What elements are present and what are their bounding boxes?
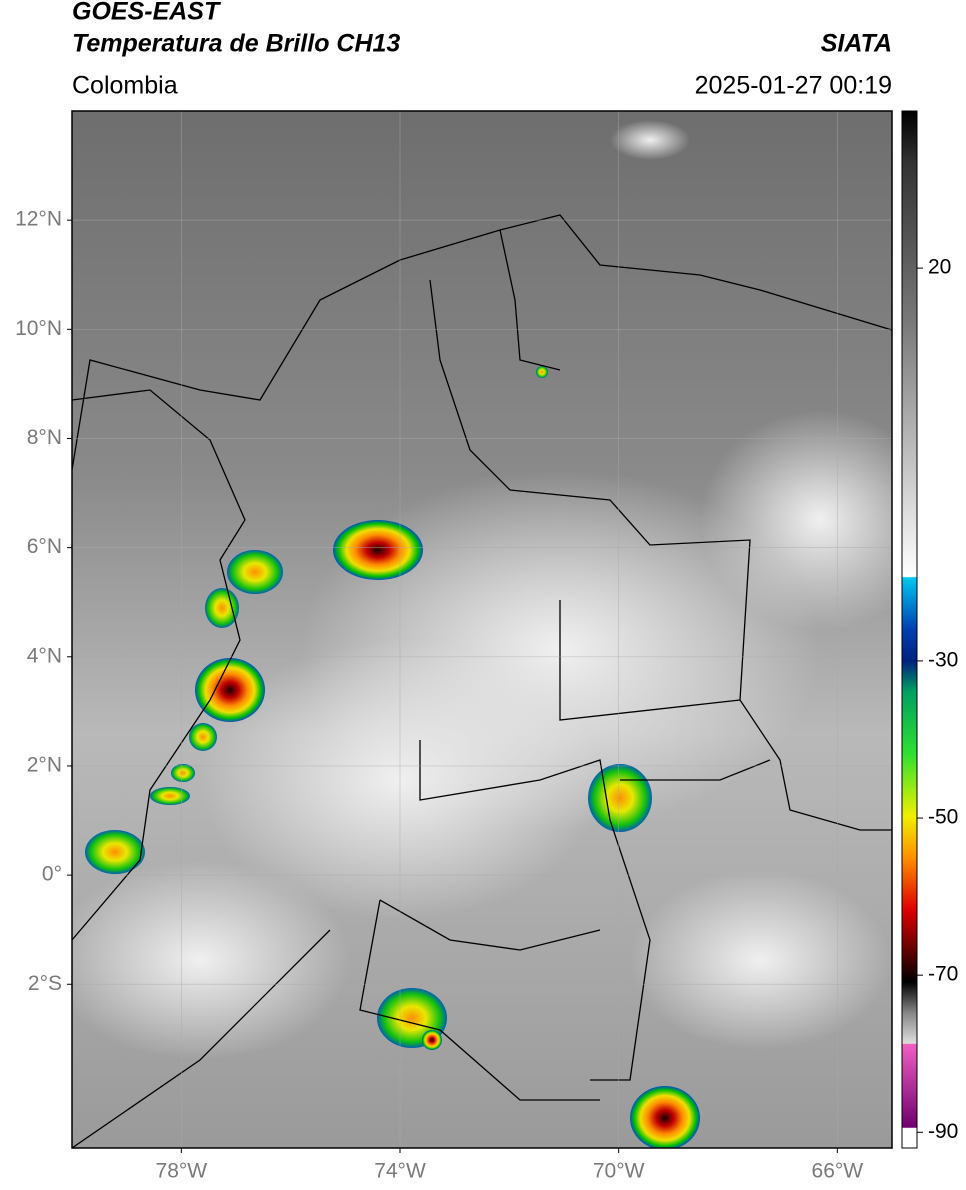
product-title: Temperatura de Brillo CH13 <box>72 30 400 58</box>
storm <box>536 366 548 378</box>
lat-label: 8°N <box>27 426 62 449</box>
lat-label: 0° <box>42 863 62 886</box>
storm <box>189 723 217 751</box>
lat-label: 12°N <box>15 208 62 231</box>
satellite-title: GOES-EAST <box>72 0 222 26</box>
lon-label: 74°W <box>374 1160 426 1183</box>
lat-label: 10°N <box>15 317 62 340</box>
map-frame <box>71 110 893 1149</box>
source-title: SIATA <box>821 30 892 58</box>
storm <box>588 764 652 832</box>
storm <box>227 550 283 594</box>
storm <box>171 764 195 782</box>
storm <box>150 787 190 805</box>
storm <box>195 658 265 722</box>
lat-label: 2°N <box>27 753 62 776</box>
storm <box>422 1030 442 1050</box>
storm <box>205 588 239 628</box>
storm <box>333 520 423 580</box>
lon-label: 78°W <box>156 1160 208 1183</box>
cloud <box>610 120 690 160</box>
lon-label: 70°W <box>593 1160 645 1183</box>
colorbar-label: 20 <box>928 256 951 279</box>
cloud <box>630 870 890 1050</box>
storm <box>85 830 145 874</box>
satellite-image <box>72 111 892 1148</box>
graticule <box>72 111 892 1148</box>
storm <box>630 1086 700 1148</box>
colorbar <box>901 110 918 1149</box>
lat-label: 2°S <box>28 972 62 995</box>
colorbar-label: -90 <box>928 1120 958 1143</box>
cloud <box>72 860 350 1060</box>
borders <box>72 214 892 1148</box>
colorbar-label: -50 <box>928 806 958 829</box>
colorbar-label: -70 <box>928 963 958 986</box>
colorbar-label: -30 <box>928 648 958 671</box>
lat-label: 4°N <box>27 644 62 667</box>
timestamp: 2025-01-27 00:19 <box>695 72 892 100</box>
region: Colombia <box>72 72 178 100</box>
lat-label: 6°N <box>27 535 62 558</box>
lon-label: 66°W <box>812 1160 864 1183</box>
